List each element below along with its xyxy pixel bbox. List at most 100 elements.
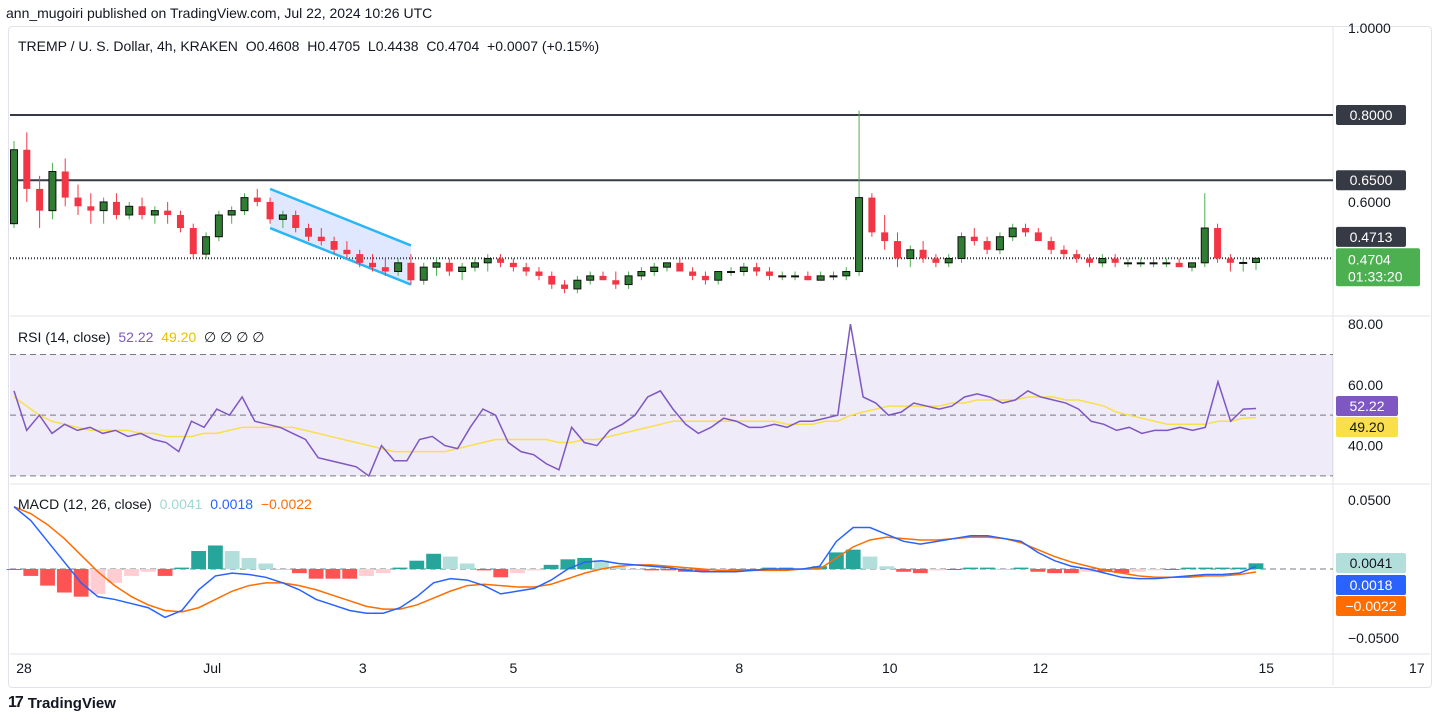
candle-body [804, 275, 812, 281]
candle-body [317, 236, 325, 242]
macd-hist-bar [325, 569, 341, 579]
rsi-flags: ∅ ∅ ∅ ∅ [204, 329, 265, 345]
macd-hist-bar [980, 567, 995, 569]
candle-body [586, 275, 595, 281]
candle-body [1187, 262, 1196, 268]
macd-hist-bar [1013, 567, 1029, 569]
candle-body [1060, 249, 1068, 255]
rsi-axis-tick: 40.00 [1348, 438, 1383, 454]
candle-body [266, 201, 274, 220]
candle-body [701, 275, 709, 281]
macd-value-tag-text: 0.0041 [1350, 555, 1393, 571]
time-axis-tick: 17 [1409, 660, 1425, 676]
time-axis-tick: 3 [359, 660, 367, 676]
rsi-line [13, 323, 1257, 478]
macd-title[interactable]: MACD (12, 26, close) [18, 496, 152, 512]
candle-body [419, 266, 428, 281]
candle-body [1214, 228, 1222, 259]
tradingview-mark-icon: 17 [8, 694, 24, 711]
candle-body [970, 236, 978, 242]
macd-hist-bar [610, 566, 626, 569]
macd-hist-bar [224, 551, 240, 569]
candle-body [214, 214, 223, 238]
candle-body [1162, 262, 1171, 265]
macd-hist-bar [241, 557, 257, 569]
candle-body [497, 258, 505, 263]
candle-body [957, 236, 966, 259]
macd-hist-bar [1114, 569, 1130, 574]
last-high-tag [1336, 226, 1406, 247]
macd-hist-bar [140, 569, 156, 572]
low-value: L0.4438 [367, 38, 419, 54]
macd-hist-bar [493, 569, 509, 578]
rsi-axis-tick: 80.00 [1348, 316, 1383, 332]
candle-body [599, 275, 607, 281]
candle-body [407, 262, 415, 281]
candle-body [202, 236, 211, 255]
candle-body [394, 262, 403, 273]
candle-body [509, 262, 517, 268]
price-axis-tick: 0.6000 [1348, 194, 1391, 210]
candle-body [112, 201, 120, 215]
macd-legend: MACD (12, 26, close) 0.0041 0.0018 −0.00… [18, 496, 312, 512]
time-axis-tick: 8 [735, 660, 743, 676]
candle-body [663, 262, 672, 268]
candle-body [343, 249, 351, 255]
symbol-label[interactable]: TREMP / U. S. Dollar, 4h, KRAKEN [18, 38, 238, 54]
macd-hist-bar [1248, 563, 1264, 569]
last-price-tag [1336, 248, 1420, 287]
candle-body [150, 210, 159, 216]
candle-body [995, 236, 1004, 251]
candle-body [753, 267, 761, 272]
candle-body [356, 254, 364, 263]
macd-hist-bar [1164, 569, 1180, 570]
macd-hist-bar [1181, 567, 1197, 569]
candle-body [791, 275, 800, 278]
countdown-timer-text: 01:33:20 [1348, 268, 1403, 284]
candle-body [1022, 228, 1030, 233]
macd-hist-bar [1030, 569, 1046, 572]
candle-body [906, 249, 915, 259]
candle-body [522, 267, 530, 272]
candle-body [278, 214, 287, 220]
macd-hist-bar [745, 569, 760, 570]
candle-body [99, 201, 108, 212]
macd-hist-bar [6, 569, 22, 570]
candle-body [816, 275, 825, 281]
main-legend: TREMP / U. S. Dollar, 4h, KRAKEN O0.4608… [18, 38, 599, 54]
rsi-title[interactable]: RSI (14, close) [18, 329, 111, 345]
candle-body [855, 197, 864, 273]
candle-body [842, 271, 851, 277]
candle-body [1200, 227, 1209, 264]
candle-body [432, 262, 441, 268]
candle-body [778, 275, 787, 278]
candle-body [919, 249, 927, 259]
candle-body [561, 284, 569, 289]
macd-hist-bar [560, 559, 576, 569]
time-axis-tick: 28 [16, 660, 32, 676]
macd-hist-bar [644, 569, 660, 571]
rsi-value-tag [1336, 396, 1398, 416]
macd-value-tag-text: 0.0018 [1350, 577, 1393, 593]
macd-hist-bar [1198, 567, 1214, 569]
candle-body [1008, 227, 1017, 238]
macd-hist-bar [1147, 569, 1163, 571]
macd-hist-bar [342, 569, 358, 579]
macd-hist-bar [409, 560, 425, 569]
candle-body [458, 266, 467, 273]
candle-body [624, 275, 633, 286]
candle-body [765, 271, 773, 276]
candle-body [240, 197, 249, 212]
macd-hist-bar [157, 569, 173, 576]
macd-hist-bar [124, 569, 139, 576]
macd-hist-bar [359, 569, 374, 576]
candle-body [10, 149, 18, 225]
candle-body [176, 214, 184, 229]
time-axis-tick: Jul [203, 660, 221, 676]
rsi-ma-value: 49.20 [161, 329, 197, 345]
rsi-value: 52.22 [118, 329, 154, 345]
candle-body [727, 271, 736, 274]
time-axis-tick: 5 [509, 660, 517, 676]
macd-hist-bar [426, 553, 441, 569]
